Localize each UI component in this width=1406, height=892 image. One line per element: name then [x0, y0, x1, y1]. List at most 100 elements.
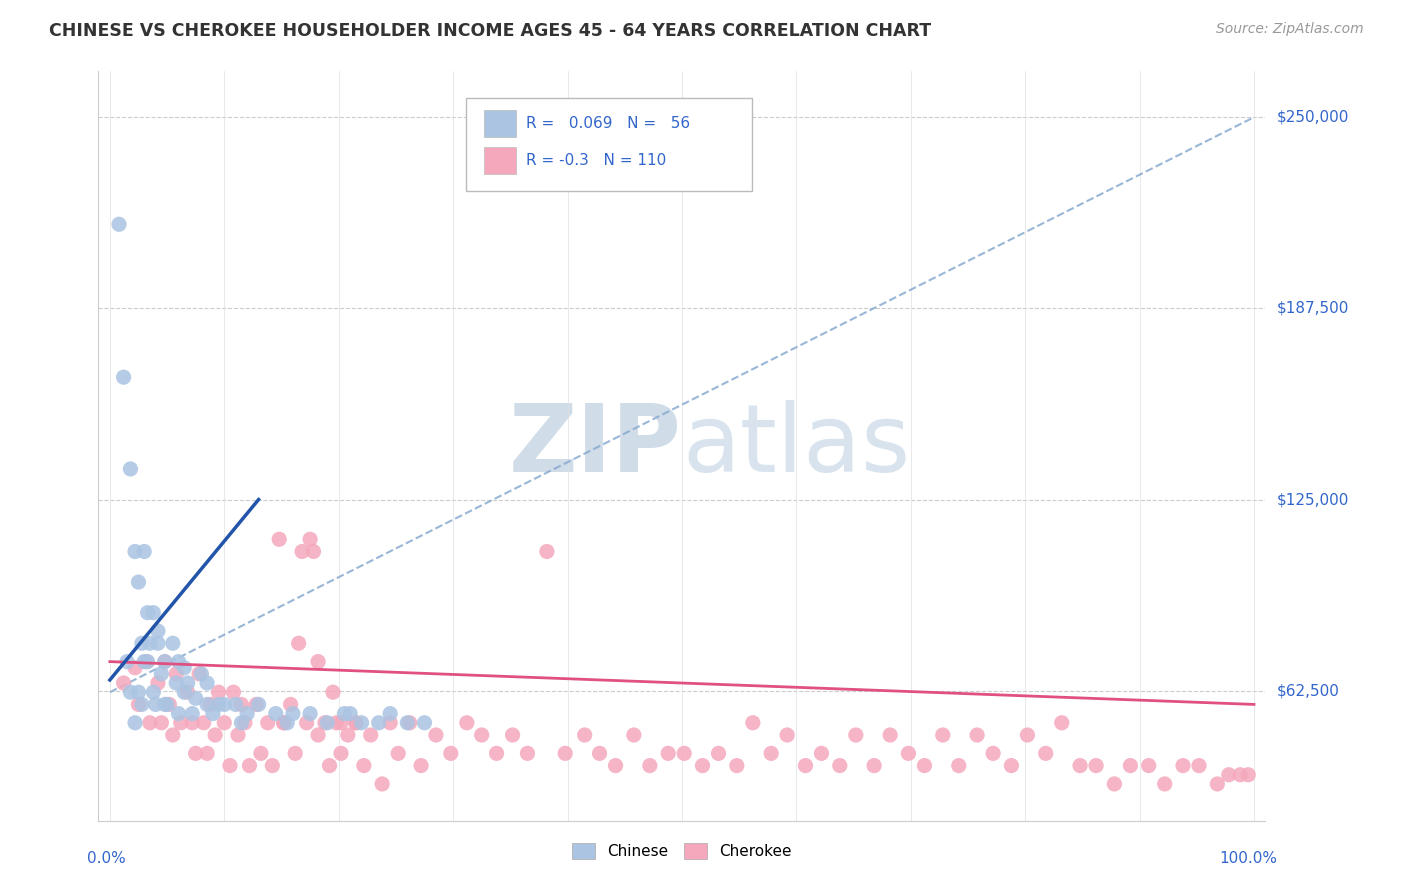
Point: [1017, 728, 1039, 742]
Point: [225, 698, 247, 712]
Point: [153, 655, 176, 669]
Point: [184, 747, 207, 761]
Point: [638, 758, 661, 772]
Point: [201, 706, 224, 721]
Point: [188, 666, 211, 681]
Point: [142, 606, 165, 620]
Point: [339, 706, 361, 721]
Point: [226, 728, 249, 742]
Point: [124, 715, 146, 730]
Point: [1069, 758, 1091, 772]
Text: R = -0.3   N = 110: R = -0.3 N = 110: [526, 153, 666, 168]
Point: [287, 636, 309, 650]
Point: [307, 728, 329, 742]
Point: [316, 715, 339, 730]
Point: [247, 698, 270, 712]
Point: [485, 747, 508, 761]
Point: [207, 698, 229, 712]
Point: [574, 728, 596, 742]
Point: [231, 698, 253, 712]
Legend: Chinese, Cherokee: Chinese, Cherokee: [567, 838, 797, 865]
Point: [692, 758, 714, 772]
Point: [284, 747, 307, 761]
Point: [236, 706, 259, 721]
Point: [139, 715, 162, 730]
Point: [707, 747, 730, 761]
Point: [1085, 758, 1108, 772]
Point: [360, 728, 382, 742]
Point: [222, 685, 245, 699]
Text: R =   0.069   N =   56: R = 0.069 N = 56: [526, 116, 690, 130]
Point: [325, 715, 347, 730]
Point: [333, 706, 356, 721]
Point: [276, 715, 298, 730]
Point: [190, 666, 212, 681]
Point: [115, 655, 138, 669]
Point: [195, 676, 218, 690]
Point: [269, 533, 291, 547]
Point: [136, 655, 159, 669]
Point: [502, 728, 524, 742]
Point: [273, 715, 295, 730]
Text: 100.0%: 100.0%: [1219, 851, 1277, 865]
Point: [238, 758, 260, 772]
Point: [173, 685, 195, 699]
Text: $250,000: $250,000: [1277, 110, 1348, 125]
Point: [200, 698, 222, 712]
Point: [828, 758, 851, 772]
Point: [330, 747, 353, 761]
Point: [112, 370, 135, 384]
Point: [471, 728, 494, 742]
Point: [162, 636, 184, 650]
Point: [776, 728, 799, 742]
Text: 0.0%: 0.0%: [87, 851, 125, 865]
Point: [250, 747, 273, 761]
Point: [741, 715, 763, 730]
Point: [162, 728, 184, 742]
Point: [966, 728, 988, 742]
Point: [330, 715, 353, 730]
Point: [264, 706, 287, 721]
Text: $62,500: $62,500: [1277, 683, 1340, 698]
Point: [759, 747, 782, 761]
Point: [353, 758, 375, 772]
Point: [153, 655, 176, 669]
Point: [112, 676, 135, 690]
Point: [657, 747, 679, 761]
Point: [233, 715, 256, 730]
Point: [1137, 758, 1160, 772]
Point: [879, 728, 901, 742]
Point: [398, 715, 420, 730]
Point: [156, 698, 179, 712]
Point: [425, 728, 447, 742]
Point: [153, 698, 176, 712]
Point: [120, 685, 142, 699]
Bar: [484, 147, 516, 174]
Point: [207, 685, 229, 699]
Point: [307, 655, 329, 669]
Point: [146, 624, 169, 638]
Point: [150, 666, 173, 681]
Point: [124, 544, 146, 558]
Point: [413, 715, 436, 730]
Point: [291, 544, 314, 558]
Point: [245, 698, 267, 712]
Bar: [484, 110, 516, 136]
Point: [167, 655, 190, 669]
Point: [605, 758, 627, 772]
Point: [1206, 777, 1229, 791]
Text: atlas: atlas: [682, 400, 910, 492]
Point: [108, 217, 131, 231]
Point: [344, 715, 367, 730]
Point: [302, 544, 325, 558]
Point: [1050, 715, 1073, 730]
Point: [623, 728, 645, 742]
Point: [280, 698, 302, 712]
Point: [219, 758, 242, 772]
Point: [554, 747, 576, 761]
Text: Source: ZipAtlas.com: Source: ZipAtlas.com: [1216, 22, 1364, 37]
Point: [176, 685, 198, 699]
Point: [1000, 758, 1022, 772]
Point: [344, 715, 367, 730]
Point: [336, 728, 359, 742]
